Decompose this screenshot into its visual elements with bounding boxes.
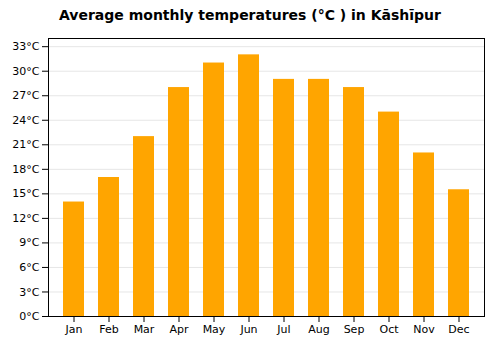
svg-text:Apr: Apr: [169, 323, 189, 336]
svg-text:15°C: 15°C: [12, 187, 39, 200]
svg-text:Nov: Nov: [413, 323, 435, 336]
html-text:Average monthly temperatures (: Average monthly temperatures (°C ) in Kā…: [59, 7, 441, 23]
svg-text:33°C: 33°C: [12, 40, 39, 53]
svg-text:Oct: Oct: [379, 323, 399, 336]
svg-text:3°C: 3°C: [19, 285, 39, 298]
svg-text:Aug: Aug: [308, 323, 329, 336]
svg-text:Dec: Dec: [448, 323, 469, 336]
svg-text:Sep: Sep: [344, 323, 365, 336]
svg-text:9°C: 9°C: [19, 236, 39, 249]
svg-text:27°C: 27°C: [12, 89, 39, 102]
svg-text:0°C: 0°C: [19, 310, 39, 323]
svg-text:Jul: Jul: [276, 323, 290, 336]
svg-text:24°C: 24°C: [12, 114, 39, 127]
svg-text:30°C: 30°C: [12, 65, 39, 78]
svg-text:May: May: [203, 323, 226, 336]
svg-text:12°C: 12°C: [12, 212, 39, 225]
svg-text:Jun: Jun: [239, 323, 257, 336]
svg-text:18°C: 18°C: [12, 163, 39, 176]
svg-text:Jan: Jan: [65, 323, 83, 336]
svg-text:Feb: Feb: [99, 323, 118, 336]
svg-text:21°C: 21°C: [12, 138, 39, 151]
svg-text:6°C: 6°C: [19, 261, 39, 274]
svg-text:Mar: Mar: [134, 323, 155, 336]
